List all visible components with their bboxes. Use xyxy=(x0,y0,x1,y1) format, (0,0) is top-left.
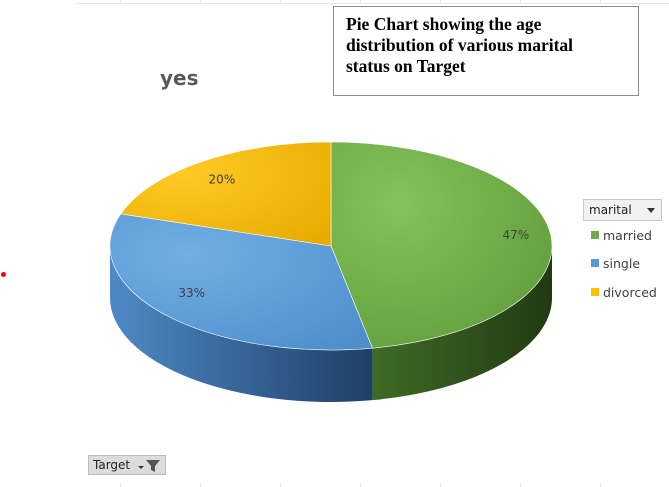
pie-slice-side-married xyxy=(372,246,552,401)
title-line-3: status on Target xyxy=(346,56,466,76)
legend-label-married: married xyxy=(603,227,652,243)
filter-icon xyxy=(138,460,160,472)
data-label-married: 47% xyxy=(502,228,529,242)
legend-field-label: marital xyxy=(589,203,632,217)
target-filter-button[interactable]: Target xyxy=(88,455,166,475)
legend-swatch-married xyxy=(591,231,599,239)
red-marker-dot xyxy=(1,272,6,277)
pie-slice-single[interactable] xyxy=(109,213,373,351)
legend-field-dropdown[interactable]: marital xyxy=(583,199,662,221)
title-line-1: Pie Chart showing the age xyxy=(346,14,542,34)
legend-swatch-single xyxy=(591,259,599,267)
legend-item-married[interactable]: married xyxy=(591,227,652,243)
legend-swatch-divorced xyxy=(591,288,599,296)
legend-item-single[interactable]: single xyxy=(591,255,640,271)
legend-item-divorced[interactable]: divorced xyxy=(591,284,657,300)
chart-title: yes xyxy=(160,66,199,90)
pie-slice-side-single xyxy=(110,246,373,403)
target-filter-label: Target xyxy=(93,458,131,472)
chevron-down-icon xyxy=(647,208,655,213)
legend-label-single: single xyxy=(603,255,641,271)
title-line-2: distribution of various marital xyxy=(346,35,574,55)
legend-label-divorced: divorced xyxy=(603,284,657,300)
data-label-single: 33% xyxy=(178,286,205,300)
pie-slice-married[interactable] xyxy=(330,141,553,349)
data-label-divorced: 20% xyxy=(209,173,236,187)
pie-slice-divorced[interactable] xyxy=(120,141,332,247)
title-textbox[interactable]: Pie Chart showing the age distribution o… xyxy=(333,6,639,96)
